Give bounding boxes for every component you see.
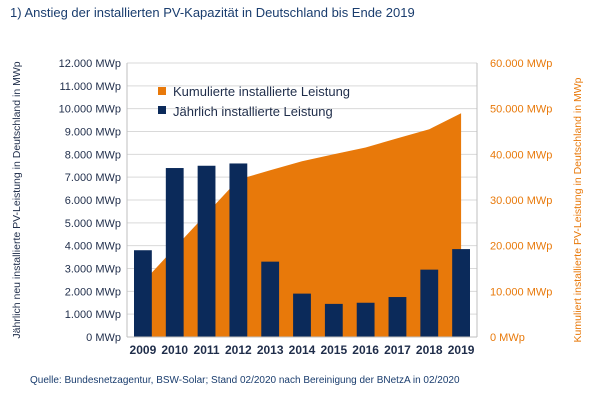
x-tick-label: 2011 <box>194 343 220 357</box>
right-tick-label: 20.000 MWp <box>490 241 552 253</box>
left-tick-label: 0 MWp <box>86 332 121 344</box>
left-tick-label: 1.000 MWp <box>65 309 121 321</box>
right-tick-label: 60.000 MWp <box>490 58 552 70</box>
left-tick-label: 8.000 MWp <box>65 149 121 161</box>
left-tick-label: 12.000 MWp <box>59 58 121 70</box>
x-tick-label: 2018 <box>416 343 443 357</box>
bar-2018 <box>420 269 439 337</box>
bar-2015 <box>324 303 343 337</box>
right-tick-label: 30.000 MWp <box>490 195 552 207</box>
x-tick-label: 2017 <box>384 343 411 357</box>
right-tick-label: 10.000 MWp <box>490 286 552 298</box>
left-tick-label: 7.000 MWp <box>65 172 121 184</box>
right-tick-label: 50.000 MWp <box>490 104 552 116</box>
left-tick-label: 3.000 MWp <box>65 264 121 276</box>
left-tick-label: 6.000 MWp <box>65 195 121 207</box>
area-layer <box>142 113 462 337</box>
x-tick-label: 2010 <box>161 343 188 357</box>
legend-label-cumulative: Kumulierte installierte Leistung <box>173 84 350 99</box>
left-tick-label: 9.000 MWp <box>65 127 121 139</box>
right-axis-title: Kumuliert installierte PV-Leistung in De… <box>572 77 584 342</box>
bar-2009 <box>134 250 152 337</box>
axis-layer: 0 MWp 1.000 MWp 2.000 MWp 3.000 MWp 4.000 MW… <box>11 58 584 357</box>
x-tick-label: 2014 <box>289 343 316 357</box>
left-tick-label: 5.000 MWp <box>65 218 121 230</box>
chart-title: 1) Anstieg der installierten PV-Kapazitä… <box>10 5 415 20</box>
left-tick-label: 2.000 MWp <box>65 286 121 298</box>
bar-2012 <box>229 163 248 337</box>
x-tick-label: 2015 <box>320 343 347 357</box>
legend-label-annual: Jährlich installierte Leistung <box>173 104 333 119</box>
right-tick-label: 40.000 MWp <box>490 149 552 161</box>
legend-swatch-annual <box>158 106 166 114</box>
left-axis-title: Jährlich neu installierte PV-Leistung in… <box>11 61 23 338</box>
legend-swatch-cumulative <box>158 87 166 95</box>
bar-2019 <box>452 249 470 337</box>
bar-2017 <box>388 297 407 337</box>
bar-2011 <box>197 165 216 337</box>
legend: Kumulierte installierte Leistung Jährlich… <box>158 84 350 119</box>
cumulative-area <box>142 113 462 337</box>
source-note: Quelle: Bundesnetzagentur, BSW-Solar; St… <box>30 375 460 386</box>
x-tick-label: 2019 <box>448 343 475 357</box>
x-tick-label: 2009 <box>130 343 157 357</box>
left-tick-label: 4.000 MWp <box>65 241 121 253</box>
bar-2016 <box>356 302 375 337</box>
right-tick-label: 0 MWp <box>490 332 525 344</box>
x-tick-label: 2016 <box>352 343 379 357</box>
x-tick-label: 2012 <box>225 343 252 357</box>
left-tick-label: 11.000 MWp <box>59 81 121 93</box>
bar-2013 <box>261 261 280 337</box>
x-tick-label: 2013 <box>257 343 284 357</box>
left-tick-label: 10.000 MWp <box>59 104 121 116</box>
bar-2014 <box>293 293 311 337</box>
bar-layer <box>134 163 470 337</box>
bar-2010 <box>165 168 184 337</box>
